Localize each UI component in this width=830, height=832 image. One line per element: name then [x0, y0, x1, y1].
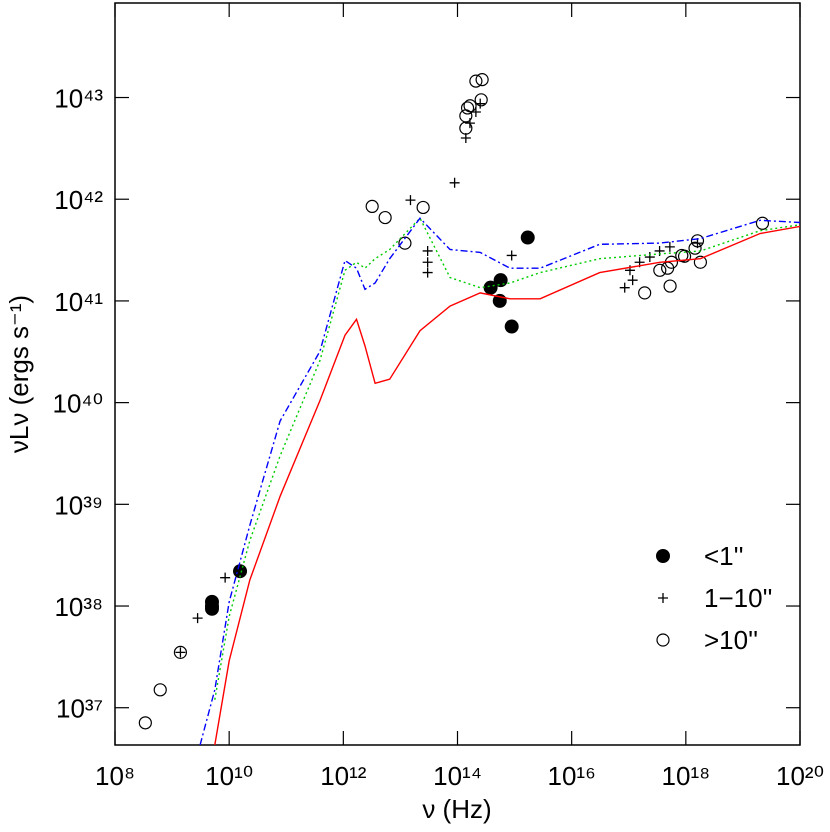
y-tick-label: 10³⁷	[56, 694, 103, 724]
point	[475, 73, 489, 87]
model-line	[214, 225, 800, 745]
y-axis-label: νLν (ergs s⁻¹)	[4, 295, 34, 453]
point	[422, 257, 433, 268]
point	[663, 279, 677, 293]
point	[755, 216, 770, 230]
legend-marker	[656, 549, 670, 563]
point	[422, 267, 433, 278]
point	[459, 121, 473, 135]
point	[474, 93, 488, 107]
y-tick-label: 10⁴⁰	[52, 389, 103, 419]
point	[653, 263, 667, 277]
x-tick-label: 10²⁰	[776, 761, 824, 791]
point	[664, 241, 675, 252]
point	[483, 280, 498, 295]
point	[520, 230, 535, 245]
point	[416, 200, 430, 215]
point	[175, 647, 186, 658]
legend-marker	[656, 633, 670, 647]
x-tick-label: 10⁸	[95, 761, 135, 791]
point	[619, 282, 630, 293]
point	[638, 286, 652, 300]
plot-frame	[114, 2, 801, 746]
point	[220, 572, 231, 583]
point	[493, 273, 508, 288]
point	[405, 195, 416, 206]
point	[627, 275, 638, 286]
point	[153, 683, 167, 697]
point	[459, 109, 473, 123]
point	[449, 177, 460, 188]
x-tick-label: 10¹⁶	[548, 761, 596, 791]
point	[398, 236, 412, 250]
x-axis-label: ν (Hz)	[422, 794, 491, 824]
point	[233, 564, 248, 579]
point	[693, 255, 708, 269]
point	[138, 716, 152, 730]
point	[192, 613, 203, 624]
point	[506, 250, 517, 261]
y-tick-label: 10⁴¹	[54, 287, 103, 317]
legend-label: <1''	[704, 541, 744, 571]
point	[378, 210, 392, 225]
point	[204, 601, 219, 616]
x-tick-label: 10¹⁸	[662, 761, 711, 791]
legend-label: 1−10''	[704, 583, 773, 613]
x-tick-label: 10¹²	[320, 761, 367, 791]
point	[675, 248, 689, 263]
point	[644, 252, 655, 263]
model-line	[214, 217, 800, 700]
point	[460, 101, 475, 115]
y-tick-label: 10³⁹	[54, 490, 103, 520]
point	[173, 645, 188, 659]
y-tick-label: 10³⁸	[54, 592, 103, 622]
point	[504, 319, 519, 334]
legend-label: >10''	[704, 625, 758, 655]
point	[422, 245, 433, 256]
point	[688, 241, 702, 255]
point	[365, 199, 379, 214]
point	[690, 234, 705, 248]
y-tick-label: 10⁴³	[54, 84, 103, 114]
x-tick-label: 10¹⁴	[433, 761, 482, 791]
plot-area	[138, 73, 800, 745]
point	[469, 74, 483, 88]
legend-marker	[658, 593, 668, 603]
x-tick-label: 10¹⁰	[205, 761, 253, 791]
y-tick-label: 10⁴²	[54, 185, 103, 215]
model-line	[199, 217, 800, 745]
